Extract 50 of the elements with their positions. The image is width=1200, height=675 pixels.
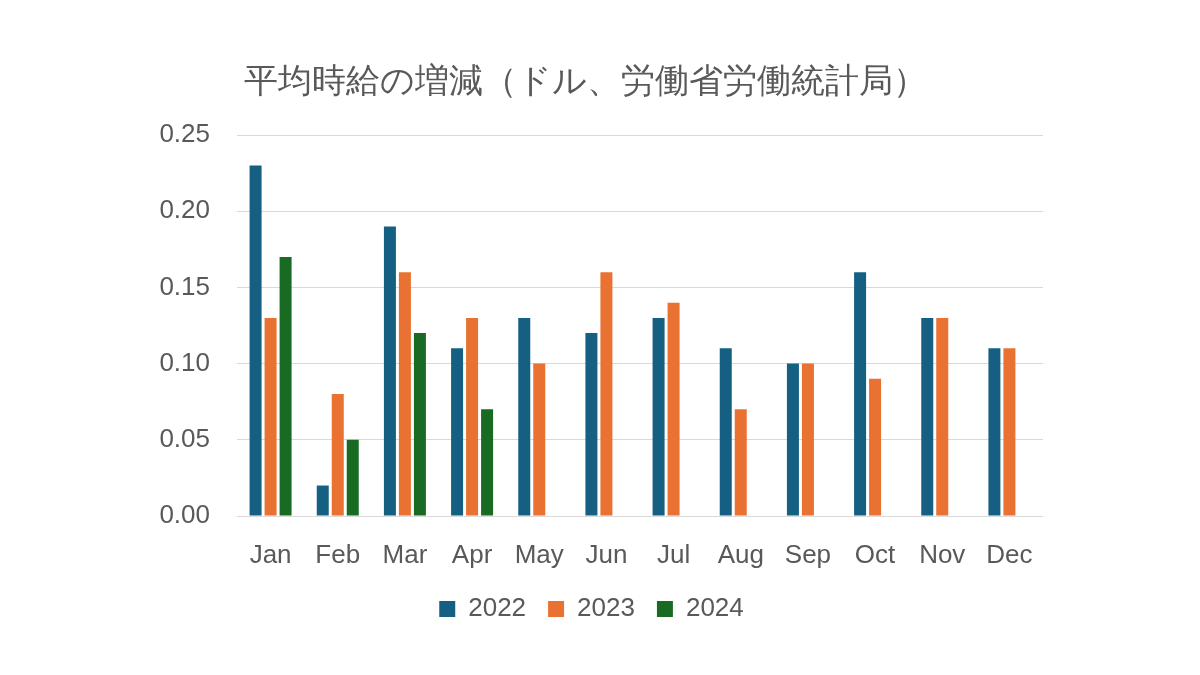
bar [346,439,359,516]
bar [398,272,411,516]
bar [854,272,867,516]
bar [249,165,262,516]
y-tick-label: 0.25 [159,118,210,149]
x-tick-label: Nov [919,538,966,569]
bar [869,378,882,516]
x-tick-label: Mar [382,538,428,569]
bar [988,348,1001,516]
x-tick-label: Apr [451,538,493,569]
bar [801,363,814,516]
y-tick-label: 0.00 [159,499,210,530]
bar [383,226,396,516]
bar [600,272,613,516]
bar [331,394,344,516]
chart-title: 平均時給の増減（ドル、労働省労働統計局） [244,61,927,99]
legend-label: 2024 [685,592,744,623]
bar [921,317,934,516]
bar [667,302,680,516]
bar [279,256,292,516]
bar [451,348,464,516]
x-tick-label: Oct [854,538,897,569]
bar [936,317,949,516]
bar [734,409,747,516]
legend-label: 2023 [577,592,635,623]
bar [413,333,426,516]
y-tick-label: 0.10 [159,346,210,377]
bar [466,317,479,516]
x-tick-label: Aug [717,538,764,569]
bar [264,317,277,516]
y-tick-label: 0.15 [159,270,210,301]
bar [786,363,799,516]
y-tick-label: 0.20 [159,194,210,225]
x-tick-label: May [514,538,564,569]
bar [719,348,732,516]
bar [1003,348,1016,516]
y-tick-label: 0.05 [159,422,210,453]
bar [585,333,598,516]
bar [481,409,494,516]
x-tick-label: Jun [585,538,628,569]
legend-label: 2022 [468,592,527,623]
x-tick-label: Jul [656,538,691,569]
bar [652,317,665,516]
bar [316,485,329,516]
x-tick-label: Sep [784,538,832,569]
bar [518,317,531,516]
x-tick-label: Jan [249,538,292,569]
x-tick-label: Feb [315,538,361,569]
x-tick-label: Dec [986,538,1033,569]
bar [533,363,546,516]
